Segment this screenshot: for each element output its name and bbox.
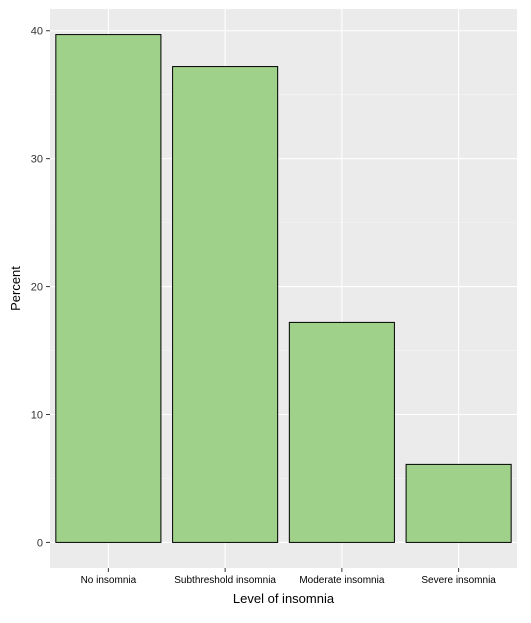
x-tick-label: No insomnia xyxy=(81,575,137,586)
y-tick-label: 0 xyxy=(37,537,43,549)
x-tick-label: Subthreshold insomnia xyxy=(174,575,276,586)
y-tick-label: 30 xyxy=(31,154,43,166)
bars-layer xyxy=(55,34,512,543)
y-axis: 0 10 20 30 40 xyxy=(31,26,50,549)
bar xyxy=(288,321,395,543)
x-tick-label: Moderate insomnia xyxy=(299,575,384,586)
y-tick-label: 20 xyxy=(31,282,43,294)
y-tick-label: 10 xyxy=(31,409,43,421)
bar xyxy=(55,34,162,543)
bar xyxy=(405,463,512,543)
y-tick-label: 40 xyxy=(31,26,43,38)
x-axis: No insomnia Subthreshold insomnia Moderate… xyxy=(81,568,496,586)
x-axis-title: Level of insomnia xyxy=(233,591,335,606)
x-tick-label: Severe insomnia xyxy=(421,575,496,586)
bar xyxy=(172,66,279,543)
y-axis-title: Percent xyxy=(8,266,23,311)
